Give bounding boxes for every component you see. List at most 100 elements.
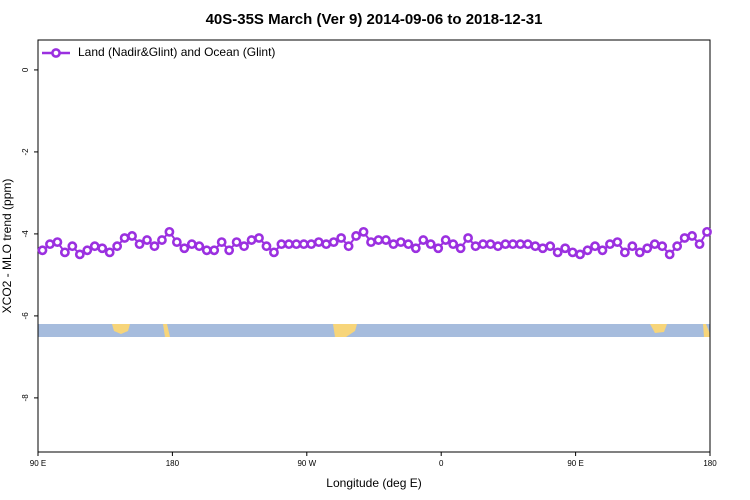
data-point — [119, 233, 130, 243]
data-point — [664, 249, 675, 260]
data-point — [590, 241, 600, 252]
data-point — [597, 245, 608, 256]
y-tick-label: -8 — [21, 394, 30, 402]
data-point — [171, 237, 182, 248]
land — [333, 324, 357, 337]
data-point — [672, 241, 683, 252]
data-point — [239, 241, 249, 252]
data-point — [478, 239, 488, 250]
data-point — [507, 239, 518, 250]
data-point — [194, 241, 205, 252]
data-point — [605, 239, 615, 250]
data-point — [216, 237, 227, 248]
data-point — [649, 239, 660, 250]
data-point — [246, 235, 257, 245]
data-point — [493, 241, 503, 252]
data-point — [343, 241, 354, 252]
data-point — [179, 243, 190, 254]
data-point — [687, 231, 697, 241]
data-point — [127, 231, 137, 241]
data-point — [366, 237, 376, 248]
land — [650, 324, 667, 333]
x-tick-label: 90 E — [30, 459, 46, 468]
data-point — [112, 241, 123, 252]
data-point — [522, 239, 533, 250]
data-point — [261, 241, 272, 252]
data-point — [321, 239, 332, 250]
plot-frame — [37, 39, 711, 453]
data-point — [157, 235, 167, 245]
x-tick-label: 90 E — [567, 459, 583, 468]
data-point — [298, 239, 309, 250]
data-point — [186, 239, 197, 250]
data-point — [485, 239, 496, 250]
data-point — [74, 249, 85, 260]
data-point — [351, 231, 361, 241]
data-point — [97, 243, 108, 254]
data-point — [269, 247, 279, 258]
data-point — [657, 241, 668, 252]
data-point — [142, 235, 152, 245]
data-point — [425, 239, 436, 250]
data-point — [82, 245, 93, 256]
data-point — [104, 247, 115, 258]
data-point — [500, 239, 511, 250]
data-point — [440, 235, 451, 245]
x-tick-label: 90 W — [297, 459, 316, 468]
data-point — [358, 226, 369, 237]
data-point — [448, 239, 459, 250]
land — [163, 324, 170, 337]
data-point — [67, 241, 78, 252]
data-point — [410, 243, 421, 254]
data-point — [52, 237, 63, 248]
data-point — [575, 249, 585, 260]
data-point — [552, 247, 563, 258]
data-point — [582, 245, 593, 256]
chart-title: 40S-35S March (Ver 9) 2014-09-06 to 2018… — [206, 11, 543, 28]
data-point — [515, 239, 526, 250]
x-axis-label: Longitude (deg E) — [326, 476, 421, 490]
data-point — [134, 239, 145, 250]
land — [703, 324, 710, 337]
data-point — [45, 239, 55, 250]
data-point — [530, 241, 541, 252]
data-point — [567, 247, 578, 258]
data-point — [336, 233, 347, 243]
data-point — [433, 243, 444, 254]
land — [112, 324, 130, 334]
data-point — [59, 247, 70, 258]
data-point — [381, 235, 391, 245]
data-point — [537, 243, 548, 254]
data-point — [373, 235, 384, 245]
data-point — [164, 226, 175, 237]
data-point — [463, 233, 473, 243]
data-point — [313, 237, 324, 248]
data-point — [306, 239, 317, 250]
data-point — [702, 226, 712, 237]
data-point — [328, 237, 339, 248]
data-point — [89, 241, 100, 252]
data-point — [395, 237, 406, 248]
data-point — [291, 239, 302, 250]
x-tick-label: 0 — [439, 459, 444, 468]
data-point — [470, 241, 481, 252]
x-tick-label: 180 — [166, 459, 180, 468]
data-point — [418, 235, 429, 245]
data-point — [283, 239, 294, 250]
x-tick-label: 180 — [703, 459, 717, 468]
y-tick-label: 0 — [21, 67, 30, 72]
data-point — [679, 233, 690, 243]
y-tick-label: -2 — [21, 148, 30, 156]
data-point — [37, 245, 48, 256]
data-point — [545, 241, 556, 252]
y-tick-label: -6 — [21, 312, 30, 320]
data-point — [619, 247, 630, 258]
data-point — [149, 241, 160, 252]
map-strip — [38, 324, 710, 337]
data-point — [627, 241, 638, 252]
data-point — [642, 243, 653, 254]
data-point — [231, 237, 242, 248]
data-point — [455, 243, 466, 254]
data-point — [209, 245, 220, 256]
